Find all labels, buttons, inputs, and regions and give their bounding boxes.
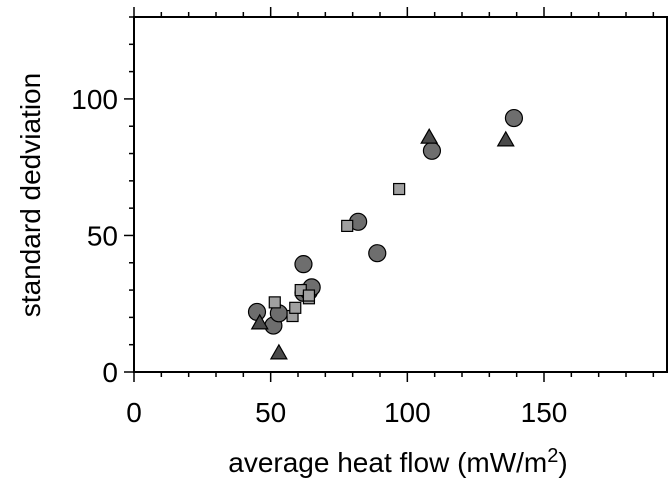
square-point [393, 182, 406, 196]
x-tick-label: 100 [384, 397, 431, 428]
triangle-point [269, 343, 288, 360]
y-tick-label: 100 [71, 84, 118, 115]
circle-point [504, 108, 524, 128]
x-axis-title: average heat flow (mW/m2) [228, 445, 567, 478]
circle-point [368, 244, 387, 263]
data-points [247, 108, 524, 360]
square-point [302, 289, 316, 302]
circle-point [422, 141, 442, 160]
x-tick-label: 0 [126, 397, 142, 428]
y-tick-label: 50 [87, 220, 118, 251]
x-tick-label: 50 [255, 397, 286, 428]
circle-point [247, 302, 267, 322]
circle-point [294, 255, 313, 274]
triangle-point [420, 127, 439, 144]
square-point [289, 301, 302, 314]
square-point [341, 219, 354, 233]
x-axis-title-main: average heat flow (mW/m [228, 447, 547, 478]
triangle-point [250, 313, 269, 330]
triangle-point [496, 130, 515, 147]
square-point [268, 296, 281, 309]
axis-ticks [124, 7, 655, 382]
plot-frame [133, 16, 668, 373]
tick-labels: 0 50 100 150 0 50 100 [71, 84, 567, 428]
x-axis-title-suffix: ) [558, 447, 567, 478]
x-tick-label: 150 [521, 397, 568, 428]
y-tick-label: 0 [102, 357, 118, 388]
x-axis-title-superscript: 2 [547, 445, 558, 467]
y-axis-title: standard dedviation [15, 73, 46, 317]
